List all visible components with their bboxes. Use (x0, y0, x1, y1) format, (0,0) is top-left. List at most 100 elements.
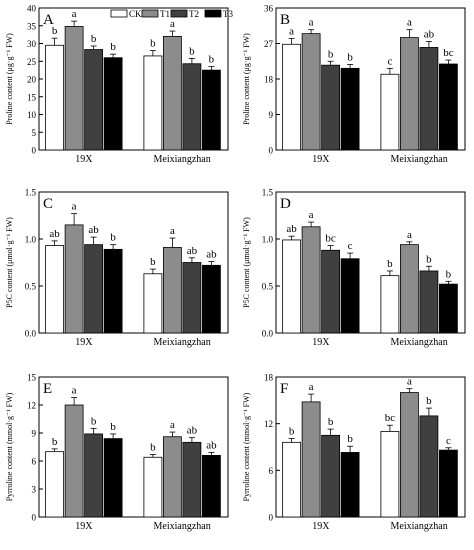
bar (282, 239, 302, 334)
significance-letter: a (407, 376, 412, 388)
significance-letter: a (289, 25, 294, 37)
significance-letter: b (150, 38, 156, 50)
significance-letter: a (407, 17, 412, 29)
bar (419, 270, 439, 334)
y-tick-label: 6 (269, 466, 274, 476)
significance-letter: ab (424, 29, 435, 41)
significance-letter: ab (88, 224, 99, 236)
bar (399, 244, 419, 334)
significance-letter: b (426, 253, 432, 265)
y-tick-label: 30 (27, 39, 37, 49)
category-label: Meixiangzhan (154, 521, 211, 532)
bar (438, 449, 458, 518)
category-label: Meixiangzhan (391, 337, 448, 348)
significance-letter: b (289, 425, 295, 437)
significance-letter: b (52, 25, 58, 37)
bar (301, 33, 321, 151)
significance-letter: b (110, 41, 116, 53)
legend-swatch (204, 9, 222, 18)
bar (419, 47, 439, 151)
bar (64, 404, 84, 518)
bar (282, 43, 302, 151)
legend-swatch (141, 9, 159, 18)
bar (182, 262, 202, 334)
y-axis-label: P5C content (μmol·g⁻¹ FW) (5, 217, 14, 308)
panel-F: 0 6 12 18 Pyrroline content (mmol·g⁻¹ FW) Fb a… (242, 373, 466, 532)
bar (143, 456, 163, 518)
significance-letter: ab (286, 223, 297, 235)
significance-letter: a (72, 201, 77, 213)
panel-letter: A (43, 12, 54, 28)
legend-label: T1 (160, 9, 170, 19)
bar (103, 57, 123, 151)
y-tick-label: 35 (27, 21, 37, 31)
significance-letter: ab (187, 425, 198, 437)
significance-letter: b (91, 415, 97, 427)
y-tick-label: 1.0 (262, 235, 274, 245)
y-axis-label: Proline content (μg·g⁻¹ FW) (242, 33, 251, 125)
legend-label: CK (129, 9, 142, 19)
y-tick-label: 6 (32, 457, 37, 467)
bar (301, 401, 321, 518)
bar (103, 438, 123, 518)
significance-letter: c (387, 55, 392, 67)
bar (301, 226, 321, 334)
bar (162, 247, 182, 334)
significance-letter: a (309, 209, 314, 221)
panel-letter: F (280, 381, 288, 397)
bar (64, 224, 84, 334)
significance-letter: c (348, 240, 353, 252)
y-tick-label: 12 (27, 401, 36, 411)
bar (340, 67, 360, 151)
bar (201, 69, 221, 151)
bar (182, 63, 202, 151)
y-tick-label: 27 (264, 39, 274, 49)
y-axis-label: Proline content (μg·g⁻¹ FW) (5, 33, 14, 125)
plot-frame (275, 191, 466, 334)
significance-letter: b (426, 395, 432, 407)
y-tick-label: 10 (27, 110, 37, 120)
bar (201, 264, 221, 334)
bar (380, 431, 400, 518)
bar (64, 26, 84, 151)
y-tick-label: 0 (32, 146, 37, 156)
significance-letter: bc (443, 47, 454, 59)
y-tick-label: 5 (32, 128, 37, 138)
bar (45, 44, 65, 151)
significance-letter: bc (325, 233, 336, 245)
category-label: Meixiangzhan (391, 154, 448, 165)
bar (143, 273, 163, 334)
y-tick-label: 0.0 (25, 329, 37, 339)
significance-letter: b (328, 48, 334, 60)
y-tick-label: 3 (32, 485, 37, 495)
significance-letter: a (170, 18, 175, 30)
y-tick-label: 0 (269, 146, 274, 156)
significance-letter: b (52, 436, 58, 448)
significance-letter: b (91, 33, 97, 45)
category-label: 19X (312, 154, 330, 165)
y-tick-label: 1.0 (25, 235, 37, 245)
bar (321, 249, 341, 334)
category-label: 19X (75, 337, 93, 348)
y-tick-label: 12 (264, 419, 273, 429)
panel-letter: D (280, 196, 291, 212)
significance-letter: a (170, 419, 175, 431)
plot-frame (275, 376, 466, 518)
significance-letter: b (347, 51, 353, 63)
significance-letter: c (446, 435, 451, 447)
bar (419, 415, 439, 518)
y-tick-label: 18 (264, 75, 274, 85)
y-tick-label: 36 (264, 4, 274, 14)
bar (321, 434, 341, 518)
legend-item: T2 (170, 9, 199, 19)
bar (380, 73, 400, 151)
significance-letter: b (446, 268, 452, 280)
category-label: Meixiangzhan (154, 154, 211, 165)
legend-label: T3 (223, 9, 233, 19)
category-label: 19X (75, 521, 93, 532)
y-tick-label: 0.5 (262, 282, 274, 292)
category-label: Meixiangzhan (391, 521, 448, 532)
